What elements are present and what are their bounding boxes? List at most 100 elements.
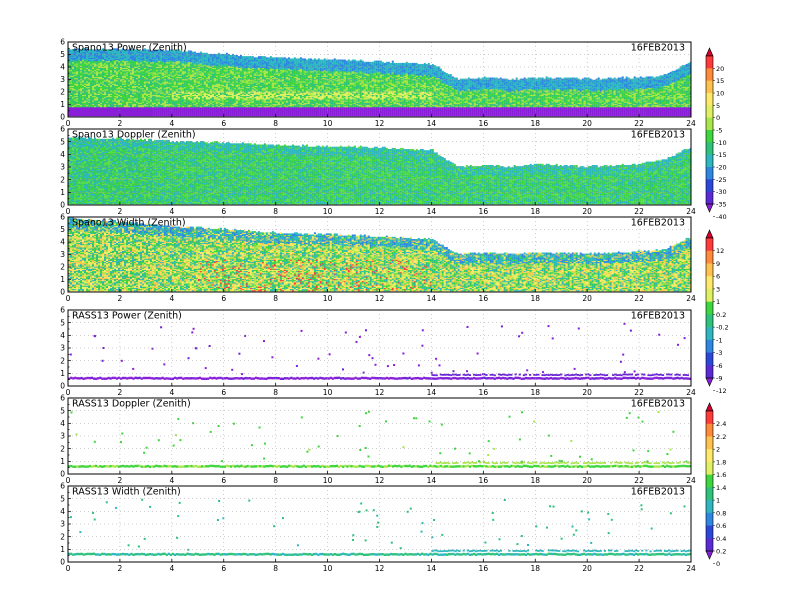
data-cell: [106, 53, 108, 56]
data-cell: [90, 68, 92, 71]
data-cell: [104, 106, 106, 109]
data-cell: [104, 95, 106, 98]
data-cell: [72, 93, 74, 95]
data-cell: [98, 83, 100, 85]
data-cell: [110, 92, 112, 94]
data-cell: [92, 50, 94, 53]
data-cell: [96, 51, 98, 54]
data-cell: [88, 95, 90, 98]
data-cell: [82, 82, 84, 84]
data-cell: [114, 75, 116, 77]
data-cell: [104, 70, 106, 73]
data-cell: [82, 87, 84, 90]
data-cell: [104, 80, 106, 83]
data-cell: [88, 96, 90, 99]
data-cell: [106, 102, 108, 104]
data-cell: [68, 67, 70, 70]
data-cell: [108, 111, 110, 113]
data-cell: [74, 74, 76, 76]
data-cell: [100, 109, 102, 111]
data-cell: [96, 52, 98, 55]
data-cell: [86, 91, 88, 93]
data-cell: [92, 94, 94, 97]
data-cell: [90, 59, 92, 62]
data-cell: [90, 71, 92, 74]
data-cell: [74, 48, 76, 50]
data-cell: [106, 55, 108, 57]
data-cell: [112, 104, 114, 107]
data-cell: [102, 48, 104, 50]
data-cell: [110, 83, 112, 85]
data-cell: [84, 92, 86, 94]
data-cell: [72, 97, 74, 100]
data-cell: [104, 64, 106, 66]
data-cell: [90, 93, 92, 95]
data-cell: [72, 62, 74, 65]
data-cell: [76, 85, 78, 88]
data-cell: [112, 79, 114, 82]
data-cell: [102, 49, 104, 52]
data-cell: [100, 60, 102, 63]
data-cell: [86, 94, 88, 97]
data-cell: [68, 71, 70, 74]
data-cell: [74, 65, 76, 67]
data-cell: [72, 67, 74, 70]
data-cell: [86, 64, 88, 66]
data-cell: [96, 59, 98, 62]
data-cell: [114, 76, 116, 79]
data-cell: [72, 57, 74, 59]
data-cell: [98, 87, 100, 90]
data-cell: [94, 83, 96, 85]
data-cell: [100, 70, 102, 73]
data-cell: [74, 55, 76, 57]
data-cell: [90, 88, 92, 91]
data-cell: [92, 102, 94, 104]
data-cell: [80, 111, 82, 113]
data-cell: [86, 85, 88, 88]
data-cell: [114, 100, 116, 102]
data-cell: [88, 94, 90, 97]
data-cell: [104, 88, 106, 91]
data-cell: [100, 95, 102, 98]
data-cell: [76, 69, 78, 72]
data-cell: [94, 71, 96, 74]
data-cell: [78, 103, 80, 106]
data-cell: [74, 78, 76, 81]
data-cell: [68, 98, 70, 101]
data-cell: [86, 113, 88, 116]
data-cell: [102, 70, 104, 73]
data-cell: [96, 106, 98, 109]
data-cell: [70, 95, 72, 98]
data-cell: [94, 76, 96, 79]
data-cell: [96, 57, 98, 59]
data-cell: [86, 114, 88, 117]
data-cell: [106, 69, 108, 72]
data-cell: [90, 113, 92, 116]
data-cell: [94, 66, 96, 68]
data-cell: [92, 55, 94, 57]
data-cell: [104, 75, 106, 77]
data-cell: [68, 93, 70, 95]
data-cell: [94, 96, 96, 99]
data-cell: [110, 111, 112, 113]
data-cell: [74, 103, 76, 106]
data-cell: [114, 98, 116, 101]
data-cell: [74, 94, 76, 97]
data-cell: [112, 112, 114, 115]
data-cell: [106, 71, 108, 74]
data-cell: [74, 68, 76, 71]
data-cell: [90, 52, 92, 55]
data-cell: [114, 88, 116, 91]
data-cell: [78, 55, 80, 57]
data-cell: [110, 73, 112, 75]
data-cell: [68, 61, 70, 64]
data-cell: [68, 97, 70, 100]
data-cell: [114, 93, 116, 95]
data-cell: [106, 70, 108, 73]
data-cell: [104, 59, 106, 62]
data-cell: [74, 114, 76, 117]
data-cell: [90, 53, 92, 56]
data-cell: [100, 67, 102, 70]
data-cell: [70, 105, 72, 108]
data-cell: [108, 55, 110, 57]
